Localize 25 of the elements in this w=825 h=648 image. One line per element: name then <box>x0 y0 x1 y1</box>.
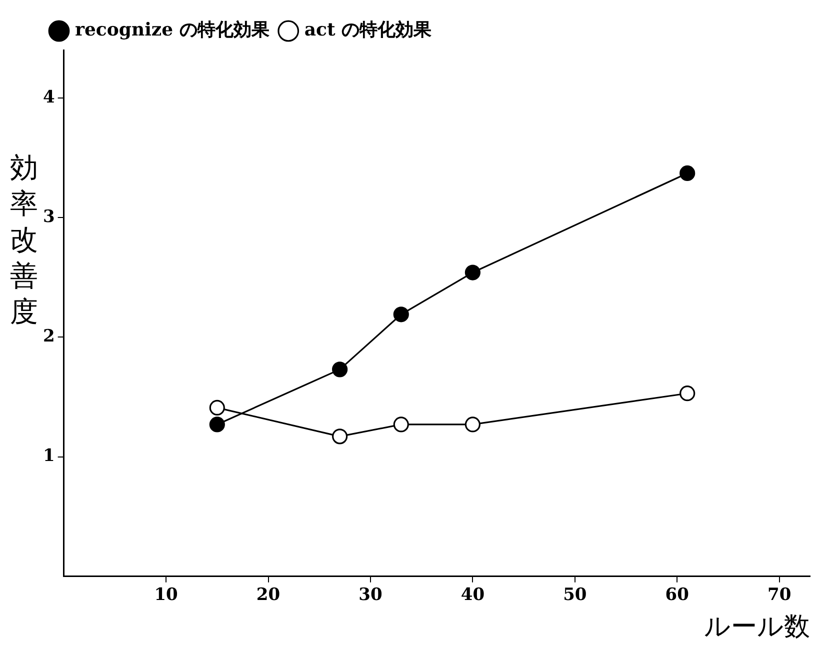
point <box>464 416 480 432</box>
x-tick-label: 40 <box>460 585 485 606</box>
y-tick-label: 2 <box>42 326 55 347</box>
point <box>393 416 409 432</box>
point <box>464 264 480 280</box>
point <box>209 416 225 432</box>
x-tick-label: 70 <box>768 585 792 606</box>
point <box>680 386 696 402</box>
legend-label: act の特化効果 <box>304 20 433 41</box>
x-axis-title: ルール数 <box>704 612 810 642</box>
y-tick-label: 1 <box>42 446 55 466</box>
point <box>209 400 225 416</box>
y-tick-label: 4 <box>42 87 55 108</box>
point <box>393 306 409 322</box>
y-axis-title: 効率改善度 <box>9 150 39 330</box>
point <box>332 428 348 444</box>
point <box>332 362 348 378</box>
x-tick-label: 30 <box>358 585 382 606</box>
legend-label: recognize の特化効果 <box>75 20 270 41</box>
x-tick-label: 60 <box>665 585 690 606</box>
x-tick-label: 20 <box>256 585 280 606</box>
y-tick-label: 3 <box>42 206 55 227</box>
x-tick-label: 10 <box>154 585 178 606</box>
point <box>680 165 696 182</box>
x-tick-label: 50 <box>563 585 587 606</box>
